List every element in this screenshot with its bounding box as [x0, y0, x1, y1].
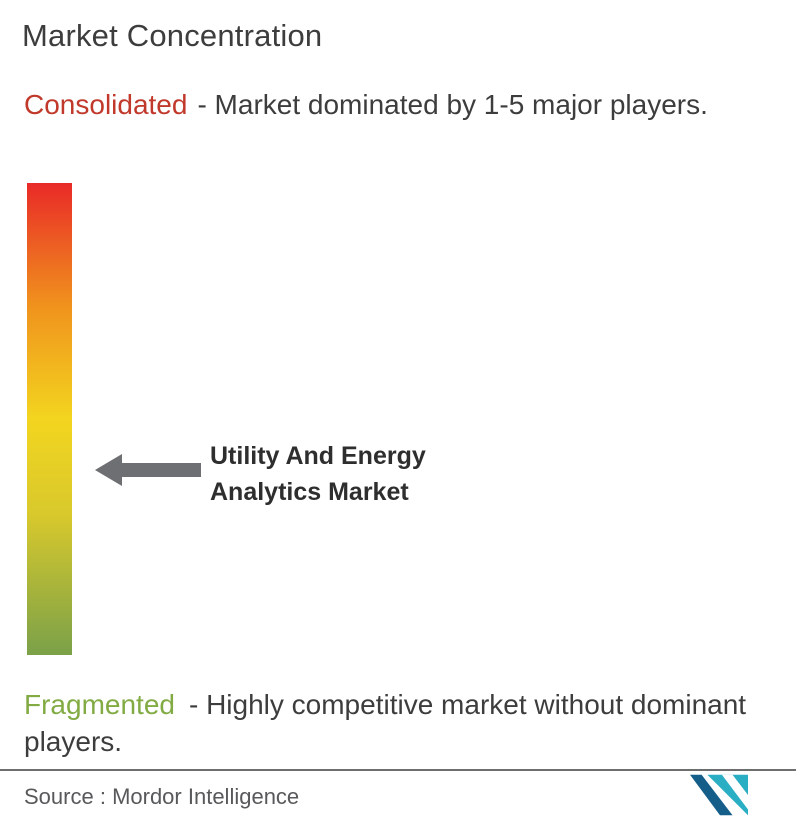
left-arrow-shaft — [120, 463, 201, 477]
consolidated-label: Consolidated — [24, 89, 188, 120]
mordor-intelligence-logo-icon — [690, 774, 748, 816]
left-arrow-head — [95, 454, 122, 486]
concentration-gradient-bar — [27, 183, 72, 655]
footer-divider — [0, 769, 796, 771]
fragmented-description: Fragmented - Highly competitive market wi… — [24, 687, 766, 761]
source-attribution: Source : Mordor Intelligence — [24, 784, 299, 810]
fragmented-label: Fragmented — [24, 689, 175, 720]
left-arrow-icon — [95, 454, 201, 486]
fragmented-text: - Highly competitive market without domi… — [24, 689, 747, 757]
consolidated-text: - Market dominated by 1-5 major players. — [197, 89, 708, 120]
page-title: Market Concentration — [22, 18, 323, 53]
source-prefix: Source : — [24, 784, 106, 809]
source-name: Mordor Intelligence — [112, 784, 300, 809]
market-name-label: Utility And Energy Analytics Market — [210, 442, 426, 507]
consolidated-description: Consolidated - Market dominated by 1-5 ma… — [24, 87, 766, 124]
